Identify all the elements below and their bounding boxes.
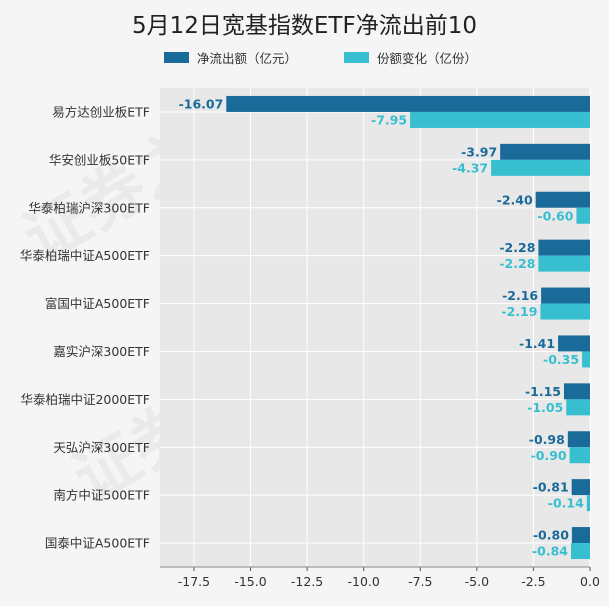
x-tick-label: -10.0 xyxy=(348,574,380,589)
x-tick-label: -17.5 xyxy=(178,574,210,589)
data-label: -16.07 xyxy=(179,96,224,111)
data-label: -1.05 xyxy=(527,400,563,415)
bar-net-outflow xyxy=(558,335,590,352)
data-label: -2.28 xyxy=(499,240,535,255)
x-tick-label: -15.0 xyxy=(234,574,266,589)
bar-net-outflow xyxy=(567,431,590,448)
x-tick-label: 0.0 xyxy=(580,574,600,589)
data-label: -0.81 xyxy=(533,480,569,495)
bar-share-change xyxy=(576,207,590,224)
legend-label-net-outflow: 净流出额（亿元） xyxy=(197,50,298,66)
data-label: -0.98 xyxy=(529,432,565,447)
y-tick-label: 嘉实沪深300ETF xyxy=(53,344,150,359)
data-label: -0.14 xyxy=(548,496,584,511)
legend-item-net-outflow: 净流出额（亿元） xyxy=(164,48,297,66)
data-label: -1.15 xyxy=(525,384,561,399)
bar-net-outflow xyxy=(571,527,590,544)
legend-label-share-change: 份额变化（亿份） xyxy=(377,50,478,66)
data-label: -0.80 xyxy=(533,528,569,543)
bar-share-change xyxy=(570,543,590,560)
bar-share-change xyxy=(582,351,590,368)
y-tick-label: 富国中证A500ETF xyxy=(45,296,150,311)
y-tick-label: 天弘沪深300ETF xyxy=(53,440,150,455)
data-label: -3.97 xyxy=(461,144,497,159)
bar-net-outflow xyxy=(541,287,590,304)
y-tick-label: 国泰中证A500ETF xyxy=(45,536,150,551)
data-label: -2.28 xyxy=(499,256,535,271)
data-label: -4.37 xyxy=(452,160,488,175)
bar-net-outflow xyxy=(538,239,590,256)
y-tick-label: 华安创业板50ETF xyxy=(49,152,150,167)
bar-share-change xyxy=(566,399,590,416)
y-tick-label: 易方达创业板ETF xyxy=(52,104,150,119)
x-tick-label: -7.5 xyxy=(408,574,432,589)
legend-item-share-change: 份额变化（亿份） xyxy=(344,48,477,66)
y-tick-label: 华泰柏瑞沪深300ETF xyxy=(28,200,150,215)
bar-share-change xyxy=(538,255,590,272)
data-label: -0.84 xyxy=(532,544,568,559)
bar-share-change xyxy=(491,159,590,176)
bar-share-change xyxy=(569,447,590,464)
bar-share-change xyxy=(540,303,590,320)
data-label: -1.41 xyxy=(519,336,555,351)
legend-swatch-share-change xyxy=(344,51,369,63)
x-tick-label: -2.5 xyxy=(521,574,545,589)
legend-swatch-net-outflow xyxy=(164,51,189,63)
bar-net-outflow xyxy=(563,383,590,400)
data-label: -0.60 xyxy=(537,208,573,223)
x-tick-label: -12.5 xyxy=(291,574,323,589)
data-label: -2.40 xyxy=(497,192,533,207)
bar-share-change xyxy=(586,495,590,512)
bar-net-outflow xyxy=(500,143,590,160)
data-label: -7.95 xyxy=(371,112,407,127)
bar-share-change xyxy=(410,111,590,128)
bar-net-outflow xyxy=(226,95,590,112)
bar-net-outflow xyxy=(571,479,590,496)
data-label: -2.16 xyxy=(502,288,538,303)
chart-title: 5月12日宽基指数ETF净流出前10 xyxy=(132,13,477,39)
y-tick-label: 南方中证500ETF xyxy=(53,488,150,503)
bar-net-outflow xyxy=(535,191,590,208)
y-tick-label: 华泰柏瑞中证A500ETF xyxy=(20,248,150,263)
data-label: -0.90 xyxy=(531,448,567,463)
data-label: -2.19 xyxy=(501,304,537,319)
x-tick-label: -5.0 xyxy=(465,574,489,589)
y-tick-label: 华泰柏瑞中证2000ETF xyxy=(20,392,150,407)
data-label: -0.35 xyxy=(543,352,579,367)
